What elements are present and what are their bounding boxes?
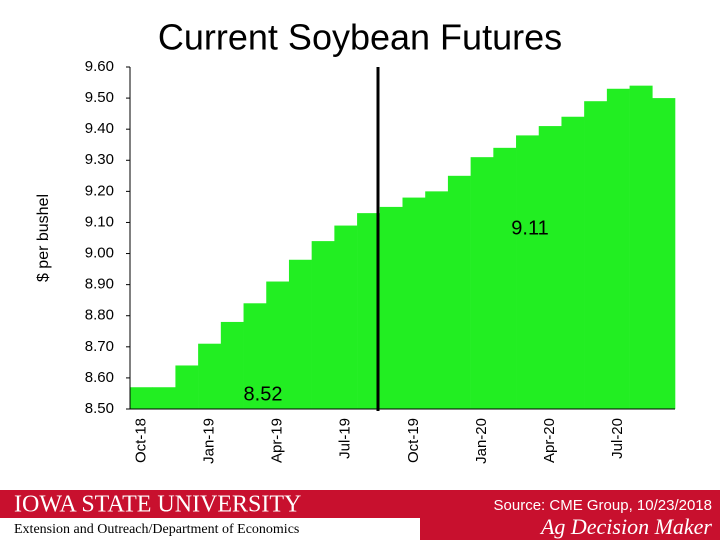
x-tick-label: Jan-20 (473, 418, 490, 464)
step-bar (243, 303, 267, 409)
step-bar (516, 135, 540, 409)
y-tick-label: 9.60 (85, 58, 114, 75)
y-tick-label: 8.80 (85, 307, 114, 324)
step-bar (357, 213, 381, 409)
x-tick-label: Jul-19 (337, 418, 354, 459)
y-tick-label: 9.50 (85, 89, 114, 106)
annotation: 9.11 (511, 217, 548, 239)
footer-band-right (420, 517, 720, 540)
x-tick-label: Apr-19 (269, 418, 286, 463)
step-bar (561, 116, 585, 409)
step-bar (311, 241, 335, 409)
step-bar (584, 101, 608, 409)
y-tick-label: 8.90 (85, 276, 114, 293)
plot-area: Oct-18 Jan-19 Apr-19 Jul-19 Oct-19 Jan-20 Apr-… (85, 58, 676, 464)
x-tick-label: Oct-18 (132, 418, 149, 463)
step-bar (379, 206, 403, 409)
step-bar (334, 225, 358, 409)
step-bar (198, 343, 222, 409)
x-tick-label: Jul-20 (609, 418, 626, 459)
step-bar (629, 85, 653, 410)
y-tick-label: 8.60 (85, 369, 114, 386)
department: Extension and Outreach/Department of Eco… (14, 522, 299, 537)
step-bar (220, 321, 244, 409)
step-bar (152, 387, 176, 409)
step-bar (288, 259, 312, 409)
y-tick-label: 9.20 (85, 182, 114, 199)
step-bar (470, 157, 494, 409)
y-axis-label: $ per bushel (35, 194, 52, 282)
y-tick-label: 9.10 (85, 213, 114, 230)
step-bar (175, 365, 199, 409)
step-bar (130, 387, 154, 409)
y-tick-label: 9.30 (85, 151, 114, 168)
step-bar (493, 147, 517, 409)
step-bar (652, 98, 676, 409)
x-tick-label: Jan-19 (200, 418, 217, 464)
annotation: 8.52 (244, 383, 283, 405)
x-tick-label: Oct-19 (405, 418, 422, 463)
y-tick-label: 8.70 (85, 338, 114, 355)
y-tick-label: 9.40 (85, 120, 114, 137)
chart-title: Current Soybean Futures (158, 17, 562, 58)
y-tick-label: 9.00 (85, 245, 114, 262)
footer-band (0, 490, 720, 518)
step-bar (606, 88, 630, 409)
step-bar (447, 175, 471, 409)
y-tick-label: 8.50 (85, 400, 114, 417)
brand: Ag Decision Maker (539, 514, 712, 539)
step-bar (266, 281, 290, 409)
university-name: IOWA STATE UNIVERSITY (14, 492, 301, 518)
step-bar (402, 197, 426, 409)
step-bar (538, 126, 562, 409)
step-bar (425, 191, 449, 409)
source: Source: CME Group, 10/23/2018 (494, 497, 712, 514)
x-tick-label: Apr-20 (541, 418, 558, 463)
